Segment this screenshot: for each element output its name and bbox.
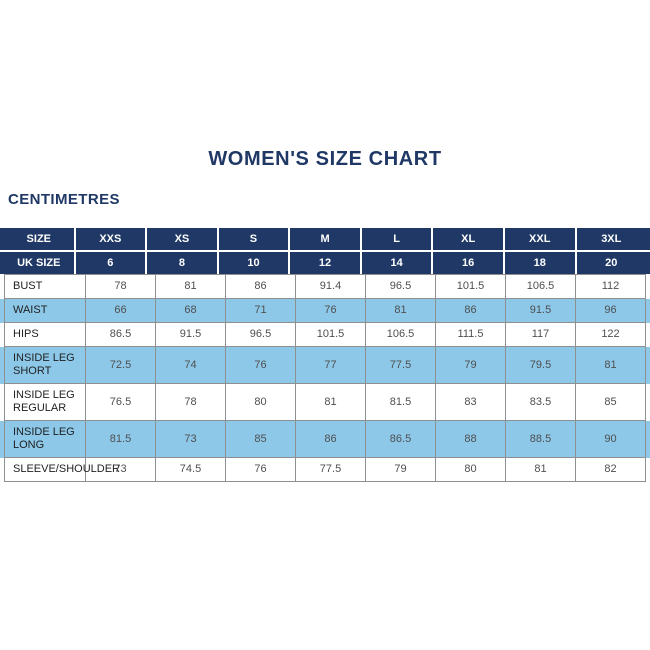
column-header-cell: 3XL bbox=[601, 232, 622, 245]
table-row: BUST 78 81 86 91.4 96.5 101.5 106.5 112 bbox=[0, 274, 650, 299]
value-cell: 81 bbox=[296, 384, 366, 421]
value-cell: 16 bbox=[433, 252, 505, 274]
value-cell: 83 bbox=[436, 384, 506, 421]
value-cell: 73 bbox=[156, 421, 226, 458]
value-cell: 76.5 bbox=[86, 384, 156, 421]
value-cell: 12 bbox=[290, 252, 362, 274]
value-cell: 14 bbox=[362, 252, 434, 274]
value-cell: 101.5 bbox=[296, 323, 366, 347]
value-cell: 79 bbox=[436, 347, 506, 384]
value-cell: 86 bbox=[226, 274, 296, 299]
row-label-cell: WAIST bbox=[4, 299, 86, 323]
value-cell: 91.5 bbox=[156, 323, 226, 347]
value-cell: 71 bbox=[226, 299, 296, 323]
column-header-cell: XXS bbox=[76, 228, 148, 250]
value-cell: 86.5 bbox=[366, 421, 436, 458]
size-header-cell: SIZE bbox=[4, 228, 76, 250]
value-cell: 85 bbox=[226, 421, 296, 458]
row-label-cell: HIPS bbox=[4, 323, 86, 347]
value-cell: 88.5 bbox=[506, 421, 576, 458]
value-cell: 90 bbox=[576, 421, 646, 458]
size-header-row: SIZE XXS XS S M L XL XXL 3XL bbox=[0, 228, 650, 252]
column-header-cell: M bbox=[290, 228, 362, 250]
column-header-cell: XS bbox=[147, 228, 219, 250]
value-cell: 80 bbox=[226, 384, 296, 421]
value-cell: 82 bbox=[576, 458, 646, 482]
value-cell: 81.5 bbox=[86, 421, 156, 458]
value-cell: 88 bbox=[436, 421, 506, 458]
value-cell: 81 bbox=[156, 274, 226, 299]
value-cell: 117 bbox=[506, 323, 576, 347]
row-label-cell: INSIDE LEG REGULAR bbox=[4, 384, 86, 421]
table-row: INSIDE LEG REGULAR 76.5 78 80 81 81.5 83 83.5 85 bbox=[0, 384, 650, 421]
value-cell: 85 bbox=[576, 384, 646, 421]
value-cell: 77.5 bbox=[366, 347, 436, 384]
value-cell: 106.5 bbox=[366, 323, 436, 347]
size-chart-table: SIZE XXS XS S M L XL XXL 3XL UK SIZE 6 8 10 12 14 16 18 2… bbox=[0, 228, 650, 482]
value-cell: 8 bbox=[147, 252, 219, 274]
row-label-cell: BUST bbox=[4, 274, 86, 299]
column-header-cell: L bbox=[362, 228, 434, 250]
value-cell: 83.5 bbox=[506, 384, 576, 421]
value-cell: 73 bbox=[86, 458, 156, 482]
value-cell: 86 bbox=[296, 421, 366, 458]
value-cell: 76 bbox=[226, 458, 296, 482]
row-label-cell: UK SIZE bbox=[4, 252, 76, 274]
value-cell: 74.5 bbox=[156, 458, 226, 482]
row-label-cell: INSIDE LEG LONG bbox=[4, 421, 86, 458]
value-cell: 81.5 bbox=[366, 384, 436, 421]
value-cell: 86.5 bbox=[86, 323, 156, 347]
value-cell: 112 bbox=[576, 274, 646, 299]
value-cell: 79.5 bbox=[506, 347, 576, 384]
value-cell: 81 bbox=[576, 347, 646, 384]
value-cell: 6 bbox=[76, 252, 148, 274]
table-row: WAIST 66 68 71 76 81 86 91.5 96 bbox=[0, 299, 650, 323]
value-cell: 101.5 bbox=[436, 274, 506, 299]
table-row: INSIDE LEG SHORT 72.5 74 76 77 77.5 79 79.5 81 bbox=[0, 347, 650, 384]
value-cell: 68 bbox=[156, 299, 226, 323]
column-header-cell: XXL bbox=[505, 228, 577, 250]
unit-label: CENTIMETRES bbox=[8, 191, 120, 208]
value-cell: 74 bbox=[156, 347, 226, 384]
table-row: HIPS 86.5 91.5 96.5 101.5 106.5 111.5 117 122 bbox=[0, 323, 650, 347]
value-cell: 91.4 bbox=[296, 274, 366, 299]
value-cell: 78 bbox=[156, 384, 226, 421]
value-cell: 10 bbox=[219, 252, 291, 274]
value-cell: 76 bbox=[226, 347, 296, 384]
value-cell: 81 bbox=[506, 458, 576, 482]
value-cell: 91.5 bbox=[506, 299, 576, 323]
value-cell: 72.5 bbox=[86, 347, 156, 384]
row-label-cell: INSIDE LEG SHORT bbox=[4, 347, 86, 384]
value-cell: 81 bbox=[366, 299, 436, 323]
row-label-cell: SLEEVE/SHOULDER bbox=[4, 458, 120, 482]
value-cell: 76 bbox=[296, 299, 366, 323]
value-cell: 20 bbox=[605, 256, 618, 269]
value-cell: 96.5 bbox=[226, 323, 296, 347]
column-header-cell: S bbox=[219, 228, 291, 250]
value-cell: 122 bbox=[576, 323, 646, 347]
value-cell: 80 bbox=[436, 458, 506, 482]
page-title: WOMEN'S SIZE CHART bbox=[208, 148, 442, 170]
value-cell: 106.5 bbox=[506, 274, 576, 299]
table-row: SLEEVE/SHOULDER 73 74.5 76 77.5 79 80 81 82 bbox=[0, 458, 650, 482]
table-row: UK SIZE 6 8 10 12 14 16 18 20 bbox=[0, 252, 650, 274]
value-cell: 86 bbox=[436, 299, 506, 323]
value-cell: 111.5 bbox=[436, 323, 506, 347]
value-cell: 96.5 bbox=[366, 274, 436, 299]
value-cell: 79 bbox=[366, 458, 436, 482]
value-cell: 77 bbox=[296, 347, 366, 384]
value-cell: 18 bbox=[505, 252, 577, 274]
column-header-cell: XL bbox=[433, 228, 505, 250]
value-cell: 78 bbox=[86, 274, 156, 299]
value-cell: 77.5 bbox=[296, 458, 366, 482]
value-cell: 96 bbox=[576, 299, 646, 323]
table-row: INSIDE LEG LONG 81.5 73 85 86 86.5 88 88.5 90 bbox=[0, 421, 650, 458]
value-cell: 66 bbox=[86, 299, 156, 323]
